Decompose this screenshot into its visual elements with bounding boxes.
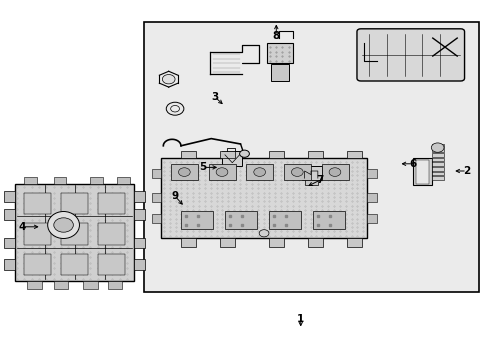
Bar <box>431 153 443 157</box>
FancyBboxPatch shape <box>356 29 464 81</box>
Circle shape <box>162 75 175 84</box>
Bar <box>366 214 376 223</box>
Bar <box>222 151 242 166</box>
Bar <box>107 281 122 289</box>
Bar <box>4 209 15 220</box>
Bar <box>431 162 443 166</box>
Bar <box>61 254 88 275</box>
Bar <box>307 151 322 158</box>
Bar <box>54 281 68 289</box>
Bar <box>366 193 376 202</box>
Bar <box>151 214 161 223</box>
Text: 4: 4 <box>18 222 26 232</box>
Bar <box>431 144 443 147</box>
Bar <box>61 193 88 214</box>
Text: 9: 9 <box>171 191 178 201</box>
Text: 1: 1 <box>297 314 304 324</box>
Bar <box>24 254 51 275</box>
Bar <box>412 158 431 185</box>
Bar <box>346 238 361 247</box>
Bar <box>117 177 129 184</box>
Bar <box>415 160 428 184</box>
Bar <box>307 238 322 247</box>
Bar <box>151 193 161 202</box>
Bar <box>83 281 98 289</box>
Bar <box>312 211 344 229</box>
Circle shape <box>430 143 443 152</box>
Bar <box>4 259 15 270</box>
Text: 5: 5 <box>199 162 206 172</box>
Bar <box>61 223 88 245</box>
Bar <box>181 238 195 247</box>
Bar <box>431 176 443 180</box>
Bar <box>27 281 41 289</box>
Bar <box>98 223 124 245</box>
Circle shape <box>170 105 179 112</box>
Circle shape <box>291 168 303 176</box>
Bar <box>98 193 124 214</box>
Circle shape <box>253 168 265 176</box>
Circle shape <box>259 230 268 237</box>
Text: 3: 3 <box>211 92 218 102</box>
Bar <box>302 166 321 180</box>
Text: 2: 2 <box>463 166 469 176</box>
Bar <box>90 177 102 184</box>
Bar <box>431 167 443 171</box>
Bar <box>220 238 234 247</box>
Bar <box>271 64 288 81</box>
Circle shape <box>328 168 340 176</box>
Bar <box>134 209 145 220</box>
Bar <box>15 184 134 281</box>
Bar <box>24 177 37 184</box>
Bar <box>431 172 443 175</box>
Bar <box>268 211 300 229</box>
Bar <box>134 191 145 202</box>
Bar <box>431 158 443 161</box>
Bar <box>346 151 361 158</box>
Bar <box>4 238 15 248</box>
Ellipse shape <box>48 211 79 238</box>
Bar <box>24 223 51 245</box>
Bar <box>431 148 443 152</box>
Bar <box>366 169 376 178</box>
Bar <box>266 43 293 63</box>
Text: 6: 6 <box>409 159 416 169</box>
Bar <box>171 164 198 180</box>
Bar <box>246 164 273 180</box>
Text: 7: 7 <box>316 175 324 185</box>
Bar <box>304 180 318 185</box>
Bar <box>268 151 283 158</box>
Bar <box>4 191 15 202</box>
Bar <box>181 211 212 229</box>
Circle shape <box>216 168 227 176</box>
Bar <box>134 238 145 248</box>
Bar <box>220 151 234 158</box>
Circle shape <box>54 218 73 232</box>
Bar <box>208 164 235 180</box>
Bar <box>321 164 348 180</box>
Bar <box>98 254 124 275</box>
Bar <box>284 164 310 180</box>
Bar <box>161 158 366 238</box>
Bar <box>134 259 145 270</box>
Circle shape <box>239 150 249 157</box>
Bar <box>181 151 195 158</box>
Bar <box>24 193 51 214</box>
Circle shape <box>166 102 183 115</box>
Text: 8: 8 <box>272 31 279 41</box>
Bar <box>151 169 161 178</box>
Circle shape <box>178 168 190 176</box>
Bar <box>144 22 478 292</box>
Bar <box>54 177 66 184</box>
Bar <box>224 211 256 229</box>
Bar <box>268 238 283 247</box>
